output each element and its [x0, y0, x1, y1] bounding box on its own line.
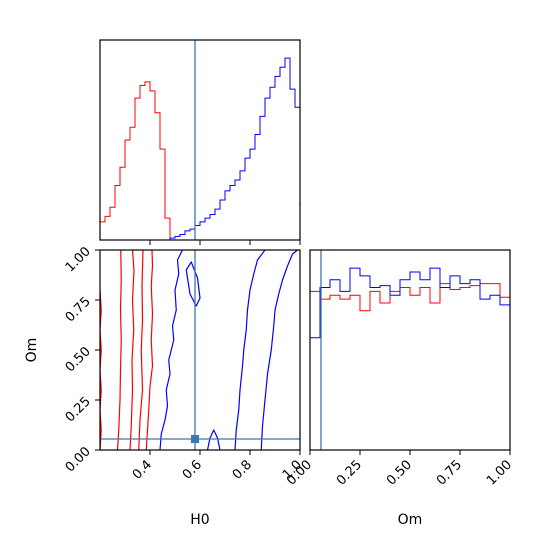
hist-om-series-0-step-line — [310, 283, 510, 450]
hist_Om-x-tick-label-4: 1.00 — [484, 457, 515, 488]
hist-om-series-layer — [310, 267, 510, 450]
hist-om-series-1-step-line — [310, 267, 510, 450]
contour_H0_Om-y-tick-label-4: 1.00 — [63, 244, 94, 275]
contour-frame — [99, 249, 301, 451]
contour_H0_Om-y-tick-label-0: 0.00 — [63, 444, 94, 475]
contour_H0_Om-x-tick-label-1: 0.6 — [180, 457, 205, 482]
contour-line-9 — [206, 429, 221, 450]
hist-om-x-axis-label: Om — [398, 512, 423, 528]
hist-h0-series-layer — [100, 57, 300, 240]
contour_H0_Om-x-tick-label-0: 0.4 — [130, 457, 155, 482]
contour_H0_Om-x-tick-label-2: 0.8 — [230, 457, 255, 482]
contour-line-1 — [129, 250, 135, 450]
contour_H0_Om-y-tick-label-1: 0.25 — [63, 394, 94, 425]
hist_Om-x-tick-label-3: 0.75 — [434, 457, 465, 488]
contour-line-7 — [260, 250, 298, 450]
hist_Om-x-tick-label-2: 0.50 — [384, 457, 415, 488]
contour-x-axis-label: H0 — [190, 512, 209, 528]
contour-line-8 — [185, 261, 201, 307]
contour-layer — [100, 250, 298, 450]
contour-truth-marker — [191, 435, 199, 443]
hist_Om-x-tick-label-1: 0.25 — [334, 457, 365, 488]
contour_H0_Om-y-tick-label-2: 0.50 — [63, 344, 94, 375]
contour-line-4 — [100, 289, 102, 450]
hist-h0-series-0-step-line — [100, 81, 171, 240]
contour-line-6 — [234, 250, 266, 450]
contour-line-0 — [116, 250, 122, 450]
contour-y-axis-label: Om — [24, 338, 40, 363]
contour-line-3 — [145, 250, 154, 450]
contour-line-5 — [159, 250, 184, 450]
contour-line-2 — [138, 250, 144, 450]
hist-h0-series-1-step-line — [100, 57, 300, 240]
contour_H0_Om-y-tick-label-3: 0.75 — [63, 294, 94, 325]
